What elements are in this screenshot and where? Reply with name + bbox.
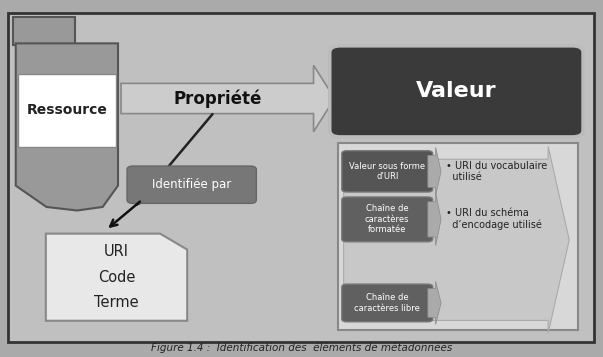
Polygon shape — [428, 147, 441, 195]
FancyBboxPatch shape — [338, 143, 578, 330]
Text: URI
Code
Terme: URI Code Terme — [94, 244, 139, 311]
FancyBboxPatch shape — [342, 151, 432, 192]
FancyBboxPatch shape — [342, 197, 432, 242]
Text: • URI du vocabulaire
  utilisé: • URI du vocabulaire utilisé — [446, 161, 547, 182]
FancyBboxPatch shape — [127, 166, 256, 203]
Polygon shape — [121, 65, 335, 132]
Text: Propriété: Propriété — [173, 89, 262, 108]
Text: Figure 1.4 :  Identification des  éléments de métadonnées: Figure 1.4 : Identification des éléments… — [151, 342, 452, 353]
FancyBboxPatch shape — [330, 46, 583, 137]
FancyBboxPatch shape — [17, 74, 116, 147]
Polygon shape — [46, 233, 187, 321]
Polygon shape — [428, 281, 441, 325]
Polygon shape — [344, 146, 569, 333]
FancyBboxPatch shape — [342, 284, 432, 322]
FancyBboxPatch shape — [8, 13, 595, 342]
Text: Ressource: Ressource — [27, 104, 107, 117]
Text: Chaîne de
caractères libre: Chaîne de caractères libre — [355, 293, 420, 313]
FancyBboxPatch shape — [13, 17, 75, 45]
Text: Valeur sous forme
d’URI: Valeur sous forme d’URI — [349, 162, 425, 181]
Polygon shape — [428, 193, 441, 246]
Text: Identifiée par: Identifiée par — [152, 178, 232, 191]
Text: • URI du schéma
  d’encodage utilisé: • URI du schéma d’encodage utilisé — [446, 208, 541, 231]
Text: Chaîne de
caractères
formatée: Chaîne de caractères formatée — [365, 205, 409, 234]
Polygon shape — [16, 43, 118, 211]
Text: Valeur: Valeur — [416, 81, 497, 101]
